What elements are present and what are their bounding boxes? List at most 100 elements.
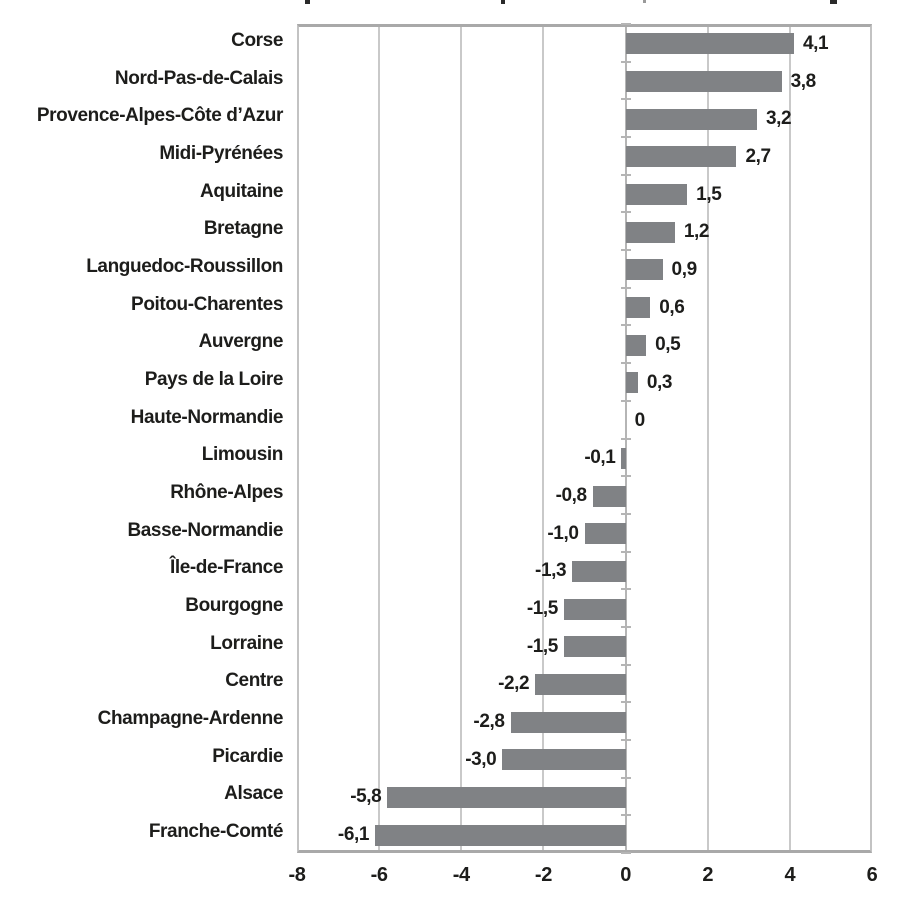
category-label: Poitou-Charentes xyxy=(131,293,283,315)
category-tick-mark xyxy=(620,550,631,553)
category-label: Pays de la Loire xyxy=(144,368,284,390)
value-label: -1,5 xyxy=(526,598,559,620)
category-label: Languedoc-Roussillon xyxy=(86,255,283,277)
bar xyxy=(510,711,626,733)
value-label: 1,2 xyxy=(683,221,710,243)
bar xyxy=(535,673,626,695)
bar xyxy=(625,108,757,130)
category-label: Centre xyxy=(225,670,283,692)
value-label: 0,6 xyxy=(659,296,685,318)
gridline xyxy=(788,27,791,850)
category-tick-mark xyxy=(620,362,631,365)
category-tick-mark xyxy=(620,136,631,139)
plot-area: 4,1 3,8 3,2 2,7 1,5 1,2 0,9 0,6 0,5 0,3 0 -0,1 -0,8 -… xyxy=(297,23,872,854)
bar xyxy=(625,71,782,93)
category-label: Basse-Normandie xyxy=(127,519,283,541)
bar xyxy=(625,372,638,394)
cropped-title-glyph-fragment xyxy=(643,0,646,3)
category-tick-mark xyxy=(620,738,631,741)
category-label: Rhône-Alpes xyxy=(170,482,283,504)
bar xyxy=(563,636,626,658)
category-tick-mark xyxy=(620,324,631,327)
category-axis-labels: Corse Nord-Pas-de-Calais Provence-Alpes-Cô… xyxy=(0,24,284,853)
category-label: Corse xyxy=(231,29,283,51)
bar xyxy=(387,786,626,808)
value-label: -5,8 xyxy=(350,786,382,808)
bar xyxy=(625,297,651,319)
bar xyxy=(375,824,626,846)
value-label: 3,2 xyxy=(766,108,792,130)
value-label: -2,2 xyxy=(498,673,530,695)
bar xyxy=(625,221,675,243)
value-label: -1,0 xyxy=(547,522,579,544)
x-axis-tick-labels: -8 -6 -4 -2 0 2 4 6 xyxy=(0,864,900,894)
category-label: Franche-Comté xyxy=(148,821,284,843)
category-tick-mark xyxy=(620,249,631,252)
category-label: Limousin xyxy=(201,444,284,466)
category-tick-mark xyxy=(620,852,631,854)
category-tick-mark xyxy=(620,701,631,704)
category-label: Bourgogne xyxy=(185,595,283,617)
category-tick-mark xyxy=(620,625,631,628)
value-label: -0,8 xyxy=(555,485,588,507)
bar xyxy=(572,560,626,582)
value-label: -3,0 xyxy=(465,748,497,770)
cropped-title-glyph-fragment xyxy=(305,0,310,4)
x-axis-tick-label: 2 xyxy=(702,864,714,886)
x-axis-tick-label: 4 xyxy=(784,864,796,886)
category-tick-mark xyxy=(620,60,631,63)
value-label: 0,5 xyxy=(655,334,681,356)
category-label: Midi-Pyrénées xyxy=(159,142,283,164)
value-label: 4,1 xyxy=(802,32,829,54)
category-tick-mark xyxy=(620,437,631,440)
category-tick-mark xyxy=(620,98,631,101)
gridline xyxy=(542,27,545,850)
value-label: 3,8 xyxy=(790,70,817,92)
bar xyxy=(502,749,626,771)
value-label: -2,8 xyxy=(473,711,505,733)
bar xyxy=(625,259,663,281)
bar xyxy=(625,146,737,168)
gridline xyxy=(706,27,709,850)
category-label: Picardie xyxy=(212,745,283,767)
bar xyxy=(584,523,626,545)
bar xyxy=(621,447,626,469)
category-tick-mark xyxy=(620,588,631,591)
x-axis-tick-label: 6 xyxy=(866,864,878,886)
bar xyxy=(563,598,626,620)
bar xyxy=(625,184,688,206)
category-tick-mark xyxy=(620,211,631,214)
category-label: Provence-Alpes-Côte d’Azur xyxy=(36,105,284,127)
category-label: Bretagne xyxy=(203,218,284,240)
category-label: Île-de-France xyxy=(169,557,283,579)
category-label: Alsace xyxy=(224,783,283,805)
value-label: -1,5 xyxy=(526,635,559,657)
x-axis-tick-label: -2 xyxy=(534,864,552,886)
category-tick-mark xyxy=(620,776,631,779)
category-tick-mark xyxy=(620,23,631,25)
category-label: Nord-Pas-de-Calais xyxy=(114,67,283,89)
x-axis-tick-label: -8 xyxy=(288,864,306,886)
category-tick-mark xyxy=(620,286,631,289)
category-tick-mark xyxy=(620,475,631,478)
cropped-title-glyph-fragment xyxy=(830,0,837,4)
value-label: -1,3 xyxy=(535,560,567,582)
x-axis-tick-label: -6 xyxy=(370,864,388,886)
category-tick-mark xyxy=(620,173,631,176)
category-tick-mark xyxy=(620,814,631,817)
gridline xyxy=(460,27,463,850)
value-label: 0 xyxy=(634,409,646,431)
category-tick-mark xyxy=(620,663,631,666)
cropped-title-glyph-fragment xyxy=(501,0,505,4)
value-label: 0,9 xyxy=(671,258,698,280)
x-axis-tick-label: 0 xyxy=(620,864,631,886)
gridline xyxy=(378,27,381,850)
value-label: -6,1 xyxy=(337,824,370,846)
category-label: Aquitaine xyxy=(200,180,283,202)
bar xyxy=(625,33,794,55)
value-label: 0,3 xyxy=(646,371,673,393)
category-label: Auvergne xyxy=(198,331,284,353)
category-label: Lorraine xyxy=(210,632,283,654)
category-tick-mark xyxy=(620,512,631,515)
